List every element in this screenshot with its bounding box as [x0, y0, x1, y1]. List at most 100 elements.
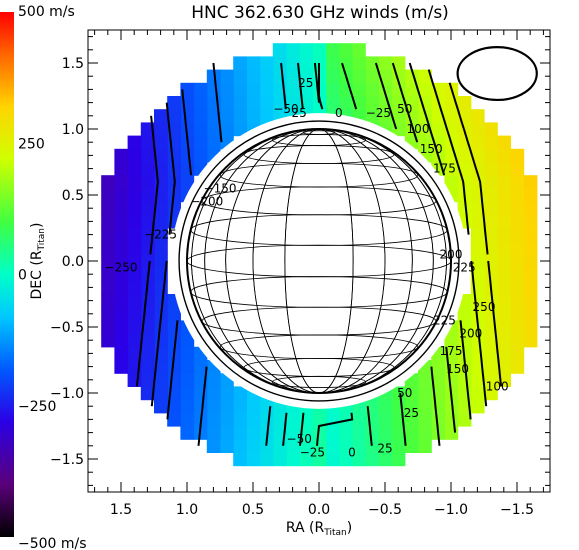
heatmap-cell [444, 412, 459, 427]
colorbar-label: 250 [18, 136, 45, 152]
heatmap-cell [140, 188, 155, 203]
heatmap-cell [444, 175, 459, 189]
titan-disk [186, 128, 452, 394]
heatmap-cell [127, 175, 142, 189]
y-tick-label: 1.0 [62, 122, 84, 138]
heatmap-cell [206, 69, 221, 84]
heatmap-cell [206, 439, 221, 453]
heatmap-cell [154, 254, 168, 269]
heatmap-cell [101, 267, 115, 282]
heatmap-cell [418, 135, 432, 150]
heatmap-cell [286, 426, 300, 440]
heatmap-cell [127, 294, 142, 308]
heatmap-cell [101, 214, 115, 229]
contour-label: −200 [190, 195, 223, 209]
contour-label: 100 [486, 379, 509, 393]
contour-line [135, 260, 151, 387]
heatmap-cell [114, 346, 129, 361]
heatmap-cell [259, 439, 274, 453]
heatmap-cell [338, 96, 353, 110]
heatmap-cell [523, 320, 538, 335]
contour-line [166, 320, 179, 420]
heatmap-cell [193, 109, 208, 123]
heatmap-cell [220, 386, 234, 401]
heatmap-cell [523, 333, 538, 348]
heatmap-cell [140, 148, 155, 163]
heatmap-cell [154, 175, 168, 189]
x-tick-label: 1.0 [176, 502, 198, 518]
contour-line [165, 102, 176, 235]
heatmap-cell [484, 135, 498, 150]
heatmap-cell [114, 333, 129, 348]
heatmap-cell [497, 188, 511, 203]
heatmap-cell [101, 280, 115, 295]
heatmap-cell [220, 412, 234, 427]
heatmap-cell [510, 254, 525, 269]
heatmap-cell [272, 452, 287, 467]
heatmap-cell [378, 412, 393, 427]
heatmap-cell [167, 201, 181, 216]
heatmap-cell [523, 175, 538, 189]
heatmap-cell [444, 333, 459, 348]
heatmap-cell [299, 439, 313, 453]
heatmap-cell [470, 201, 485, 216]
heatmap-cell [180, 373, 195, 387]
heatmap-cell [246, 412, 261, 427]
heatmap-cell [114, 241, 129, 255]
heatmap-cell [378, 109, 393, 123]
heatmap-cell [140, 333, 155, 348]
heatmap-cell [167, 307, 181, 321]
heatmap-cell [233, 426, 247, 440]
heatmap-cell [114, 214, 129, 229]
colorbar-label: −250 [18, 399, 56, 415]
contour-label: 175 [440, 344, 463, 358]
contour-line [341, 62, 358, 110]
y-axis-title: DEC (RTitan) [29, 223, 47, 300]
heatmap-cell [286, 412, 300, 427]
contour-line [366, 406, 373, 446]
heatmap-cell [484, 267, 498, 282]
colorbar-label: 500 m/s [18, 4, 75, 20]
heatmap-cell [510, 148, 525, 163]
heatmap-cell [510, 320, 525, 335]
heatmap-cell [510, 360, 525, 374]
heatmap-cell [114, 201, 129, 216]
heatmap-cell [470, 135, 485, 150]
contour-label: 175 [433, 162, 456, 176]
heatmap-cell [470, 373, 485, 387]
heatmap-cell [325, 426, 340, 440]
heatmap-cell [246, 426, 261, 440]
heatmap-cell [206, 399, 221, 414]
heatmap-cell [510, 267, 525, 282]
heatmap-cell [470, 109, 485, 123]
heatmap-cell [418, 426, 432, 440]
heatmap-cell [127, 162, 142, 176]
contour-line [445, 346, 457, 433]
y-tick-label: −0.5 [50, 320, 84, 336]
heatmap-cell [352, 426, 366, 440]
heatmap-cell [470, 399, 485, 414]
heatmap-cell [206, 122, 221, 137]
heatmap-cell [484, 254, 498, 269]
heatmap-cell [404, 426, 419, 440]
contour-label: 50 [397, 386, 412, 400]
contour-label: 200 [440, 247, 463, 261]
heatmap-cell [193, 96, 208, 110]
heatmap-cell [114, 188, 129, 203]
heatmap-cell [338, 439, 353, 453]
heatmap-cell [404, 412, 419, 427]
contour-line [282, 412, 288, 446]
heatmap-cell [140, 135, 155, 150]
heatmap-cell [497, 333, 511, 348]
latitude-line [302, 130, 336, 135]
heatmap-cell [206, 412, 221, 427]
heatmap-cell [418, 82, 432, 97]
heatmap-cell [457, 96, 472, 110]
heatmap-cell [180, 333, 195, 348]
y-tick-label: −1.0 [50, 386, 84, 402]
heatmap-cell [497, 214, 511, 229]
x-axis-title: RA (RTitan) [286, 520, 352, 538]
contour-line [448, 82, 489, 255]
heatmap-cell [220, 399, 234, 414]
